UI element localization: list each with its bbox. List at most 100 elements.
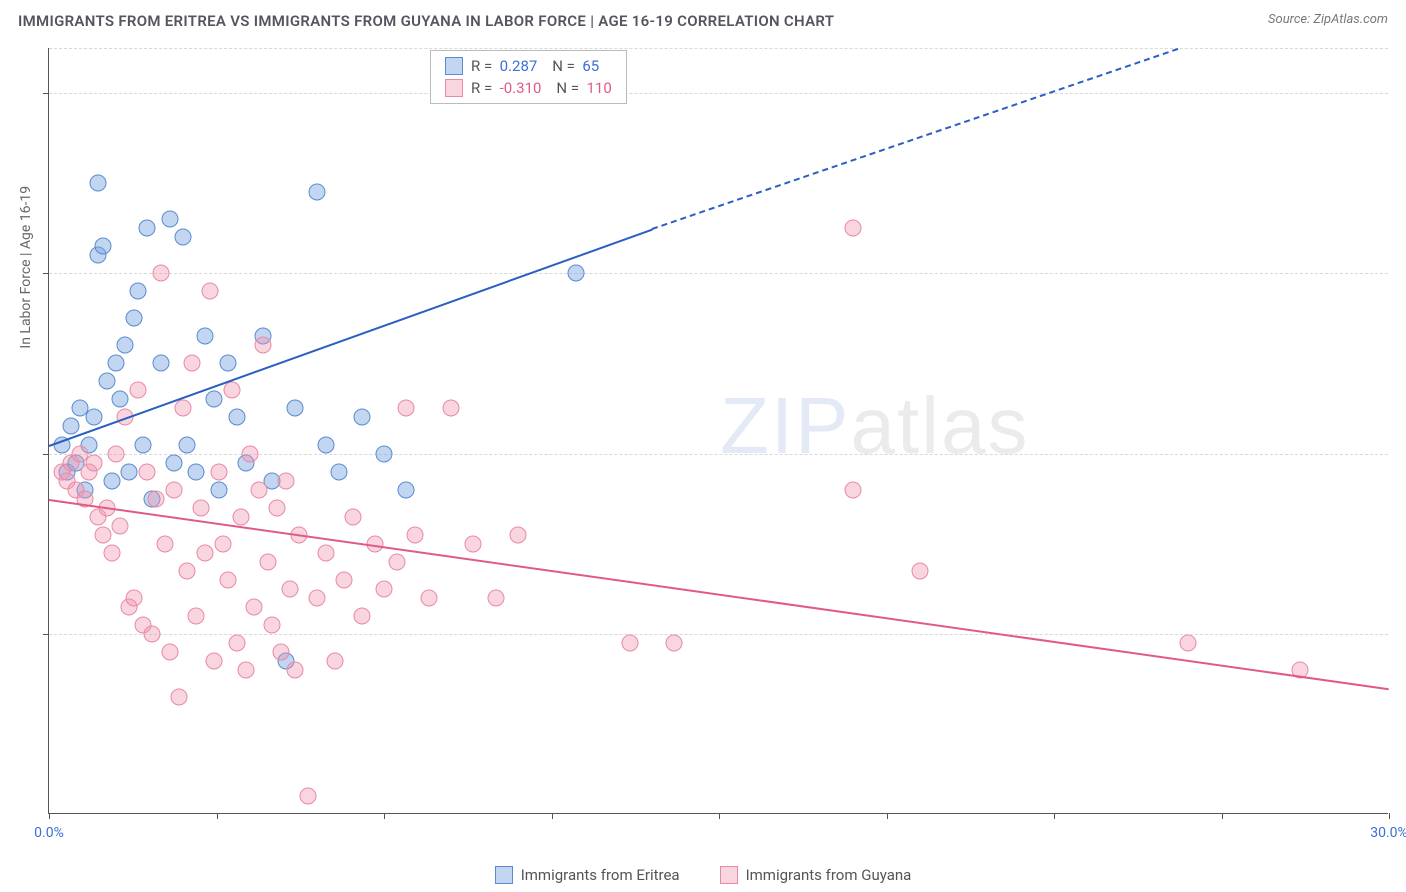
data-point-guyana: [125, 589, 142, 606]
y-tick: [43, 273, 49, 274]
data-point-eritrea: [398, 481, 415, 498]
data-point-eritrea: [206, 391, 223, 408]
data-point-guyana: [286, 661, 303, 678]
data-point-eritrea: [568, 265, 585, 282]
data-point-eritrea: [286, 400, 303, 417]
data-point-eritrea: [112, 391, 129, 408]
data-point-eritrea: [353, 409, 370, 426]
data-point-guyana: [215, 535, 232, 552]
data-point-guyana: [242, 445, 259, 462]
data-point-eritrea: [188, 463, 205, 480]
x-tick-label: 30.0%: [1370, 825, 1406, 841]
stats-row-eritrea: R = 0.287 N = 65: [431, 55, 626, 77]
data-point-guyana: [259, 553, 276, 570]
y-tick-label: 80.0%: [1398, 85, 1406, 101]
y-tick: [43, 93, 49, 94]
data-point-eritrea: [108, 355, 125, 372]
data-point-guyana: [268, 499, 285, 516]
x-tick: [1222, 813, 1223, 819]
data-point-guyana: [465, 535, 482, 552]
data-point-guyana: [161, 643, 178, 660]
data-point-guyana: [201, 283, 218, 300]
data-point-guyana: [309, 589, 326, 606]
swatch-eritrea: [445, 57, 463, 75]
data-point-guyana: [273, 643, 290, 660]
data-point-guyana: [353, 607, 370, 624]
data-point-guyana: [487, 589, 504, 606]
data-point-eritrea: [85, 409, 102, 426]
source-attribution: Source: ZipAtlas.com: [1268, 12, 1388, 27]
data-point-guyana: [407, 526, 424, 543]
data-point-guyana: [224, 382, 241, 399]
trend-line: [49, 228, 653, 446]
x-tick: [49, 813, 50, 819]
data-point-guyana: [166, 481, 183, 498]
y-tick-label: 60.0%: [1398, 265, 1406, 281]
grid-line: [49, 48, 1388, 49]
legend-label: Immigrants from Eritrea: [521, 866, 680, 884]
y-axis-title: In Labor Force | Age 16-19: [18, 186, 34, 349]
data-point-eritrea: [175, 229, 192, 246]
data-point-guyana: [282, 580, 299, 597]
data-point-guyana: [237, 661, 254, 678]
grid-line: [49, 273, 1388, 274]
data-point-eritrea: [139, 220, 156, 237]
data-point-eritrea: [116, 337, 133, 354]
data-point-guyana: [912, 562, 929, 579]
data-point-guyana: [210, 463, 227, 480]
data-point-eritrea: [376, 445, 393, 462]
data-point-guyana: [326, 652, 343, 669]
legend-swatch-guyana: [720, 866, 738, 884]
data-point-guyana: [228, 634, 245, 651]
data-point-guyana: [621, 634, 638, 651]
data-point-eritrea: [125, 310, 142, 327]
stats-row-guyana: R = -0.310 N = 110: [431, 77, 626, 99]
data-point-guyana: [175, 400, 192, 417]
x-tick: [887, 813, 888, 819]
data-point-eritrea: [309, 184, 326, 201]
data-point-guyana: [398, 400, 415, 417]
data-point-guyana: [233, 508, 250, 525]
data-point-guyana: [420, 589, 437, 606]
stats-text: R = -0.310 N = 110: [471, 79, 612, 97]
trend-line: [652, 48, 1179, 230]
data-point-guyana: [85, 454, 102, 471]
data-point-eritrea: [99, 373, 116, 390]
data-point-guyana: [197, 544, 214, 561]
data-point-eritrea: [161, 211, 178, 228]
data-point-guyana: [183, 355, 200, 372]
data-point-eritrea: [331, 463, 348, 480]
data-point-guyana: [148, 490, 165, 507]
x-tick: [384, 813, 385, 819]
legend-label: Immigrants from Guyana: [746, 866, 912, 884]
data-point-guyana: [317, 544, 334, 561]
data-point-eritrea: [210, 481, 227, 498]
grid-line: [49, 93, 1388, 94]
y-tick: [43, 634, 49, 635]
data-point-guyana: [376, 580, 393, 597]
data-point-guyana: [1180, 634, 1197, 651]
data-point-eritrea: [134, 436, 151, 453]
data-point-guyana: [246, 598, 263, 615]
data-point-eritrea: [179, 436, 196, 453]
data-point-guyana: [300, 787, 317, 804]
data-point-guyana: [139, 463, 156, 480]
data-point-guyana: [112, 517, 129, 534]
x-tick: [552, 813, 553, 819]
data-point-eritrea: [130, 283, 147, 300]
data-point-eritrea: [121, 463, 138, 480]
data-point-eritrea: [103, 472, 120, 489]
data-point-eritrea: [197, 328, 214, 345]
data-point-guyana: [192, 499, 209, 516]
legend-item-guyana: Immigrants from Guyana: [720, 866, 912, 884]
chart-title: IMMIGRANTS FROM ERITREA VS IMMIGRANTS FR…: [18, 12, 834, 30]
scatter-chart: 0.0%30.0%20.0%40.0%60.0%80.0%: [48, 48, 1388, 814]
legend-swatch-eritrea: [495, 866, 513, 884]
x-tick: [217, 813, 218, 819]
data-point-guyana: [443, 400, 460, 417]
data-point-eritrea: [228, 409, 245, 426]
data-point-eritrea: [219, 355, 236, 372]
data-point-guyana: [389, 553, 406, 570]
y-tick: [43, 454, 49, 455]
x-tick-label: 0.0%: [34, 825, 64, 841]
